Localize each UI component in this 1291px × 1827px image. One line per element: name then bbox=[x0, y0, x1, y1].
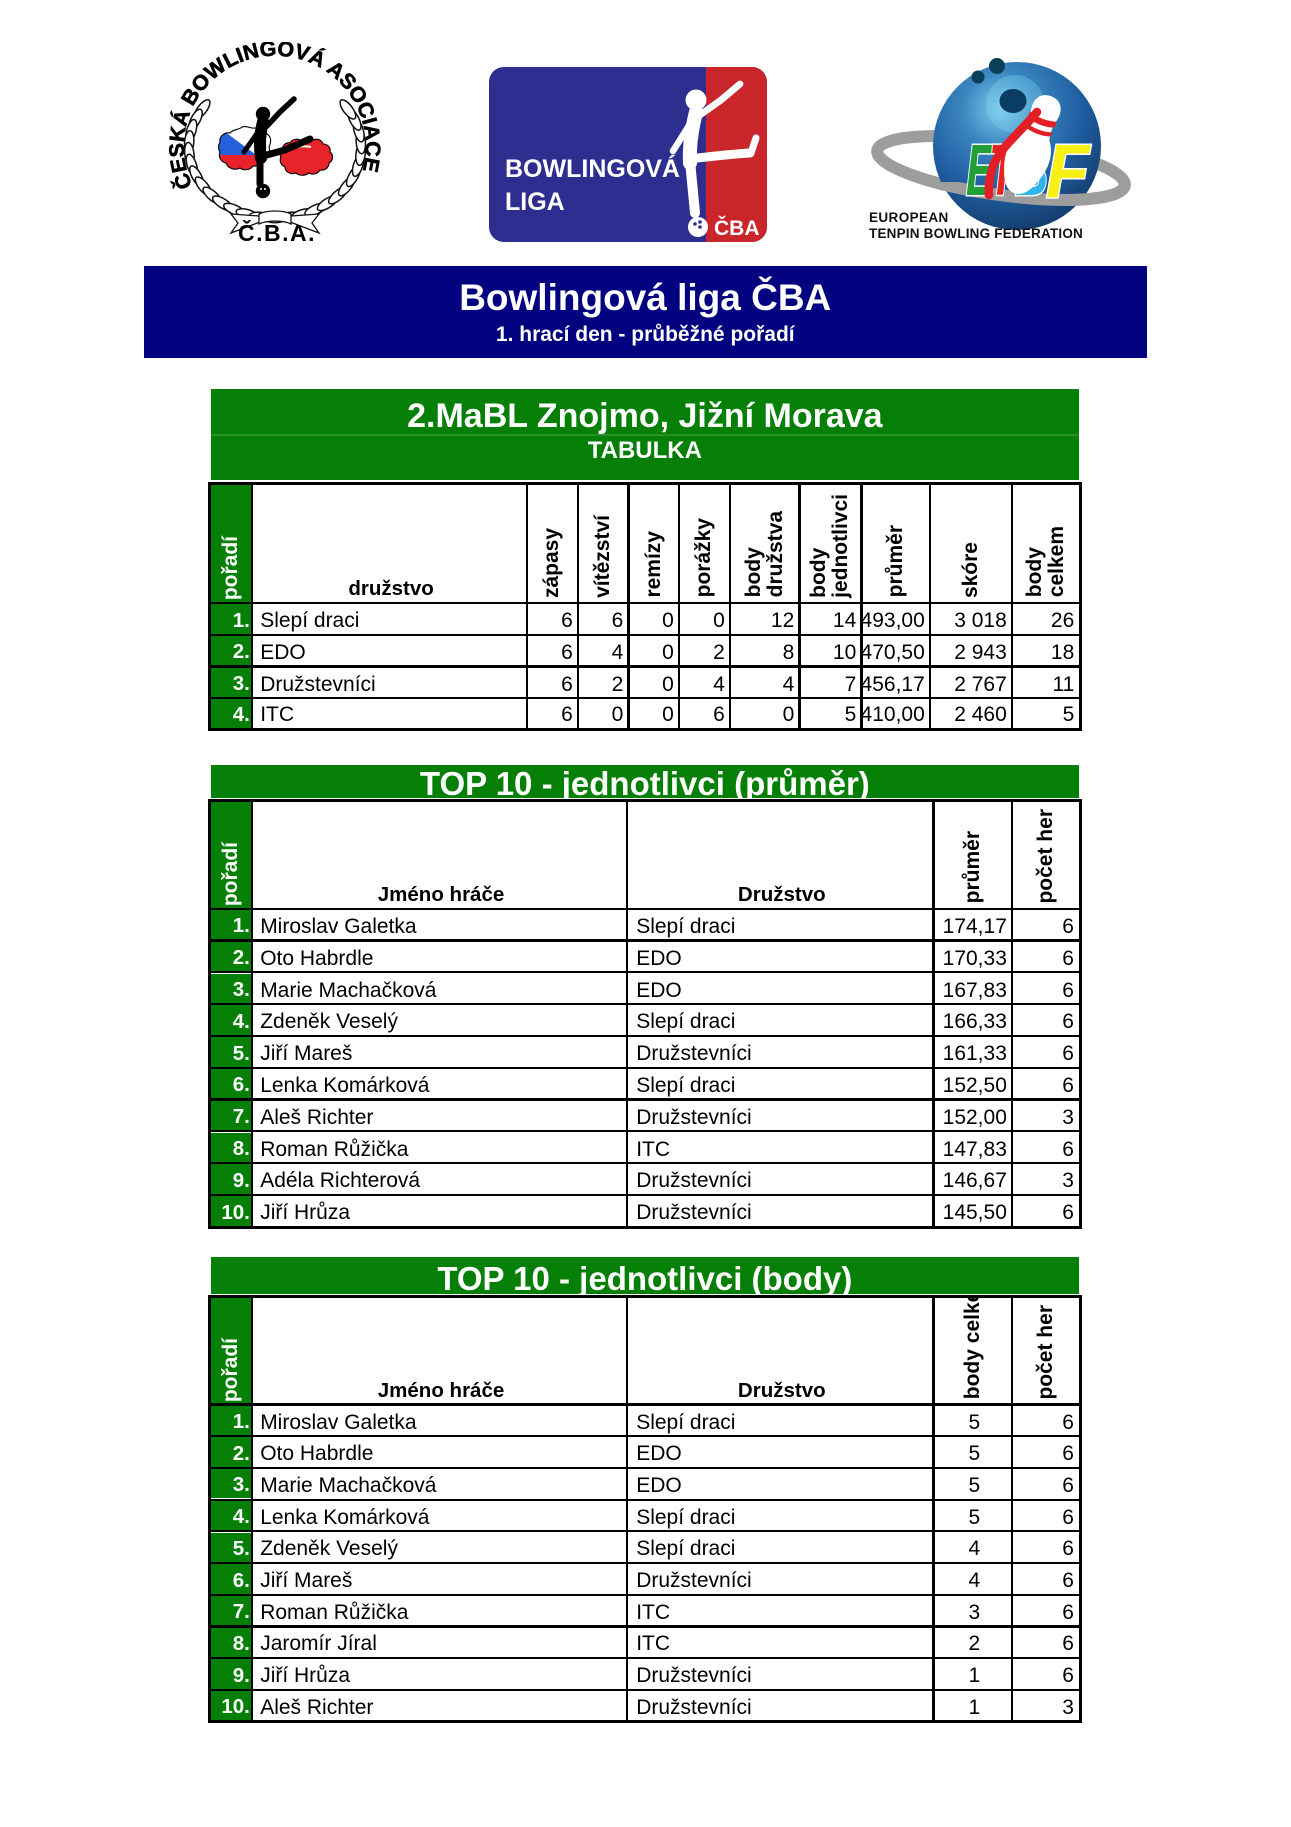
svg-text:Č.B.A.: Č.B.A. bbox=[238, 219, 316, 246]
svg-text:LIGA: LIGA bbox=[505, 188, 565, 216]
svg-text:F: F bbox=[1046, 129, 1091, 214]
svg-text:EUROPEAN: EUROPEAN bbox=[869, 210, 949, 225]
svg-text:BOWLINGOVÁ: BOWLINGOVÁ bbox=[505, 154, 680, 183]
svg-text:ČBA: ČBA bbox=[714, 216, 760, 240]
svg-text:TENPIN BOWLING FEDERATION: TENPIN BOWLING FEDERATION bbox=[869, 226, 1083, 241]
